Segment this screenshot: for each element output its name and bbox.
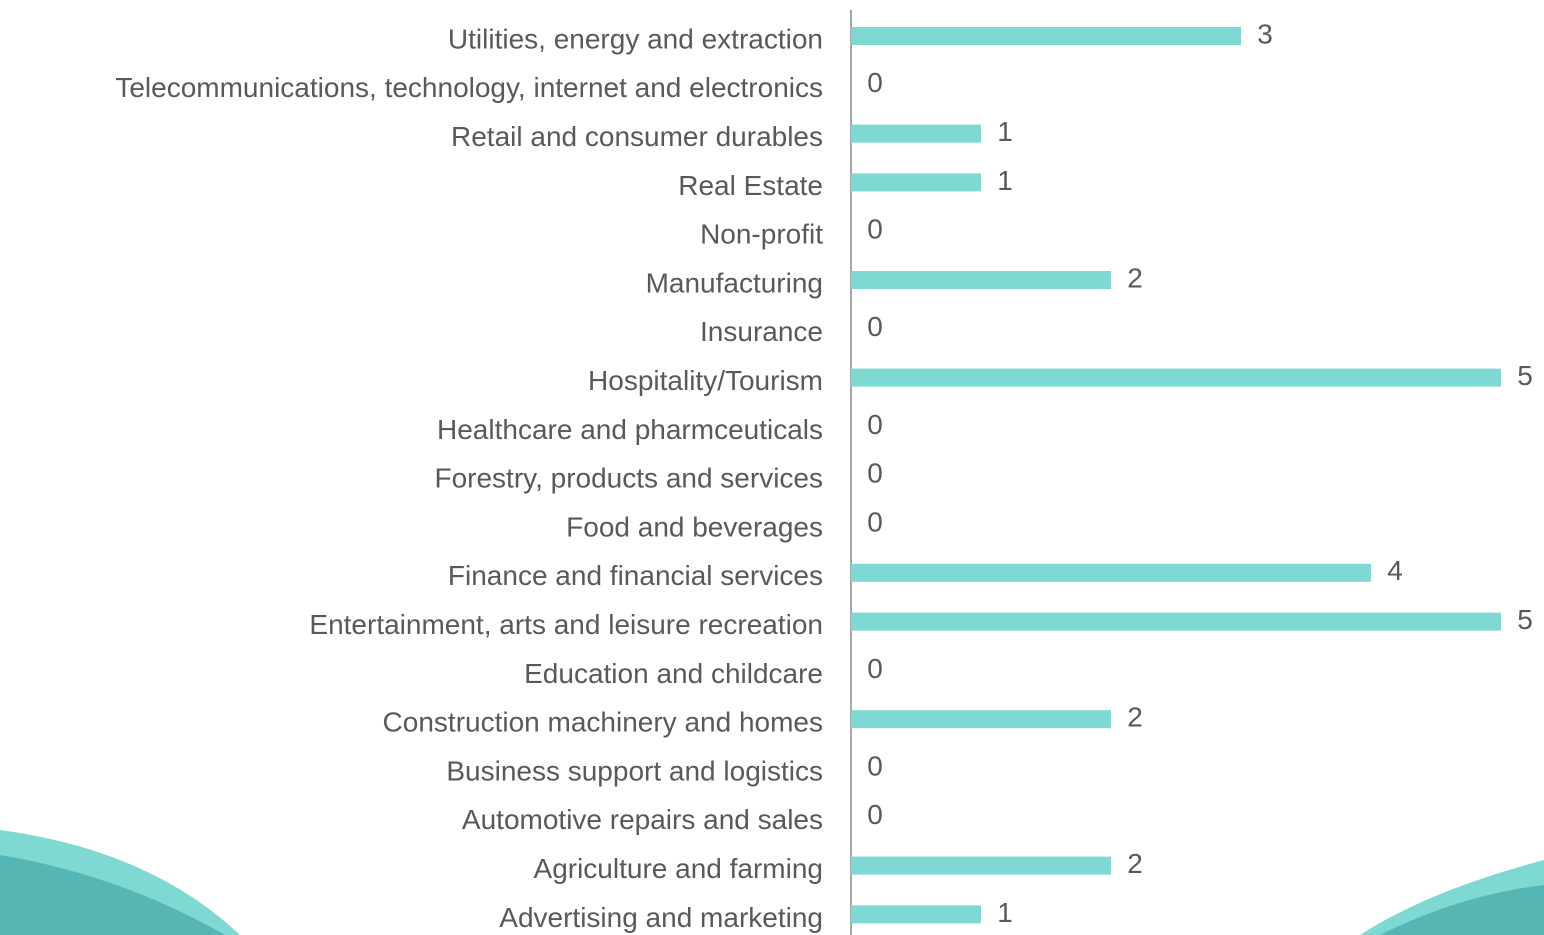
category-label: Real Estate <box>678 170 823 201</box>
category-label: Utilities, energy and extraction <box>448 23 823 54</box>
value-label: 1 <box>997 116 1013 147</box>
category-label: Entertainment, arts and leisure recreati… <box>309 609 823 640</box>
bar <box>851 368 1501 387</box>
category-label: Forestry, products and services <box>434 463 823 494</box>
value-label: 5 <box>1517 360 1533 391</box>
bar <box>851 173 981 192</box>
value-label: 2 <box>1127 262 1143 293</box>
category-label: Food and beverages <box>566 511 823 542</box>
value-label: 0 <box>867 214 883 245</box>
value-label: 0 <box>867 311 883 342</box>
value-label: 0 <box>867 67 883 98</box>
value-label: 0 <box>867 458 883 489</box>
bar <box>851 563 1371 582</box>
category-label: Manufacturing <box>646 267 823 298</box>
category-label: Healthcare and pharmceuticals <box>437 414 823 445</box>
category-label: Education and childcare <box>524 658 823 689</box>
value-label: 1 <box>997 897 1013 928</box>
category-label: Business support and logistics <box>446 755 823 786</box>
category-label: Telecommunications, technology, internet… <box>115 72 823 103</box>
decoration <box>0 830 240 935</box>
value-label: 3 <box>1257 18 1273 49</box>
value-label: 2 <box>1127 848 1143 879</box>
value-label: 2 <box>1127 702 1143 733</box>
category-label: Automotive repairs and sales <box>462 804 823 835</box>
category-label: Hospitality/Tourism <box>588 365 823 396</box>
category-label: Non-profit <box>700 219 823 250</box>
value-label: 0 <box>867 653 883 684</box>
category-label: Insurance <box>700 316 823 347</box>
bar <box>851 124 981 143</box>
bar <box>851 271 1111 289</box>
value-label: 4 <box>1387 555 1403 586</box>
bar <box>851 710 1111 729</box>
decoration <box>1360 860 1544 935</box>
category-label: Construction machinery and homes <box>383 707 823 738</box>
value-label: 5 <box>1517 604 1533 635</box>
value-label: 0 <box>867 799 883 830</box>
category-label: Agriculture and farming <box>534 853 823 884</box>
decoration <box>0 850 235 935</box>
category-label: Advertising and marketing <box>499 902 823 933</box>
category-label: Retail and consumer durables <box>451 121 823 152</box>
value-label: 0 <box>867 750 883 781</box>
bar <box>851 905 981 924</box>
bar <box>851 856 1111 875</box>
value-label: 1 <box>997 165 1013 196</box>
value-label: 0 <box>867 409 883 440</box>
category-label: Finance and financial services <box>448 560 823 591</box>
value-label: 0 <box>867 506 883 537</box>
bar <box>851 27 1241 45</box>
bar <box>851 612 1501 631</box>
